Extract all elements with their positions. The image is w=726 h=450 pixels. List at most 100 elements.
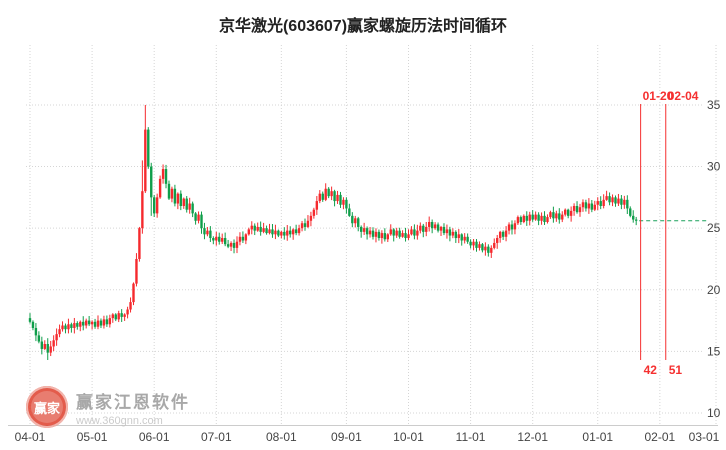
candle[interactable] xyxy=(114,313,117,322)
candle[interactable] xyxy=(629,206,632,218)
candle[interactable] xyxy=(200,211,203,234)
candle[interactable] xyxy=(256,222,259,232)
candle[interactable] xyxy=(407,229,410,241)
candle[interactable] xyxy=(209,226,212,242)
candle[interactable] xyxy=(487,244,490,257)
candle[interactable] xyxy=(31,320,35,331)
candle[interactable] xyxy=(442,223,446,236)
candle[interactable] xyxy=(496,234,499,249)
candle[interactable] xyxy=(413,224,416,240)
candle[interactable] xyxy=(510,220,514,235)
candle[interactable] xyxy=(90,320,94,330)
candle[interactable] xyxy=(212,236,215,245)
candle[interactable] xyxy=(348,203,351,217)
candle[interactable] xyxy=(457,228,460,244)
candle[interactable] xyxy=(82,316,85,331)
candle[interactable] xyxy=(185,196,188,213)
candle[interactable] xyxy=(309,211,313,227)
candle[interactable] xyxy=(401,230,404,238)
candle[interactable] xyxy=(96,315,100,330)
candle[interactable] xyxy=(138,226,141,262)
candle[interactable] xyxy=(28,313,32,324)
candle[interactable] xyxy=(433,222,437,230)
candle[interactable] xyxy=(472,238,475,251)
candle[interactable] xyxy=(203,222,206,240)
candle[interactable] xyxy=(271,224,274,238)
candle[interactable] xyxy=(286,225,289,241)
candle[interactable] xyxy=(448,226,452,242)
candle[interactable] xyxy=(283,227,286,240)
candle[interactable] xyxy=(105,315,109,327)
candle[interactable] xyxy=(223,232,227,247)
candle[interactable] xyxy=(235,236,239,254)
candle[interactable] xyxy=(617,193,620,206)
candle[interactable] xyxy=(578,203,582,217)
candle[interactable] xyxy=(40,336,44,355)
candle[interactable] xyxy=(102,315,106,329)
candle[interactable] xyxy=(46,338,49,361)
candle[interactable] xyxy=(274,224,277,240)
candle[interactable] xyxy=(324,183,327,202)
candle[interactable] xyxy=(422,223,425,238)
candle[interactable] xyxy=(351,212,354,228)
candle[interactable] xyxy=(463,233,466,244)
candle[interactable] xyxy=(262,222,265,234)
candle[interactable] xyxy=(357,216,360,232)
candle[interactable] xyxy=(614,195,617,207)
candle[interactable] xyxy=(626,195,629,215)
candle[interactable] xyxy=(484,242,487,256)
candle[interactable] xyxy=(552,206,555,223)
candle[interactable] xyxy=(289,226,292,238)
candle[interactable] xyxy=(158,175,162,199)
candle[interactable] xyxy=(602,194,605,209)
candle[interactable] xyxy=(632,210,635,223)
candle[interactable] xyxy=(575,201,579,214)
candle[interactable] xyxy=(218,232,221,245)
candle[interactable] xyxy=(120,309,123,322)
candle[interactable] xyxy=(167,180,171,200)
candle[interactable] xyxy=(475,239,478,252)
candle[interactable] xyxy=(141,160,144,234)
candle[interactable] xyxy=(389,224,392,236)
candle[interactable] xyxy=(327,187,330,199)
candle[interactable] xyxy=(64,323,67,334)
candle[interactable] xyxy=(226,239,230,249)
candle[interactable] xyxy=(147,127,150,169)
candle[interactable] xyxy=(416,224,419,240)
candle[interactable] xyxy=(504,226,508,242)
candle[interactable] xyxy=(99,318,103,329)
candle[interactable] xyxy=(280,230,283,239)
candle[interactable] xyxy=(498,230,502,243)
candle[interactable] xyxy=(439,225,443,237)
candle[interactable] xyxy=(229,241,233,251)
candle[interactable] xyxy=(52,335,55,352)
candle[interactable] xyxy=(300,220,304,232)
candles-series[interactable] xyxy=(28,104,638,361)
candle[interactable] xyxy=(84,318,88,329)
candle[interactable] xyxy=(501,230,505,240)
candle[interactable] xyxy=(620,195,623,210)
candle[interactable] xyxy=(303,218,307,231)
candle[interactable] xyxy=(531,210,534,222)
candle[interactable] xyxy=(534,211,537,221)
candle[interactable] xyxy=(365,226,369,240)
candle[interactable] xyxy=(173,184,177,207)
candle[interactable] xyxy=(43,340,46,351)
candle[interactable] xyxy=(345,197,348,214)
candle[interactable] xyxy=(608,192,611,206)
candle[interactable] xyxy=(623,195,626,209)
candle[interactable] xyxy=(404,227,407,242)
candle[interactable] xyxy=(155,193,159,218)
candle[interactable] xyxy=(179,190,183,211)
candle[interactable] xyxy=(359,225,363,238)
candle[interactable] xyxy=(161,164,165,184)
candle[interactable] xyxy=(380,230,384,244)
candle[interactable] xyxy=(377,229,381,241)
candle[interactable] xyxy=(549,210,552,219)
candle[interactable] xyxy=(558,208,561,224)
candle[interactable] xyxy=(268,223,271,235)
candle[interactable] xyxy=(250,221,253,235)
candle[interactable] xyxy=(342,197,345,210)
candle[interactable] xyxy=(238,232,242,246)
